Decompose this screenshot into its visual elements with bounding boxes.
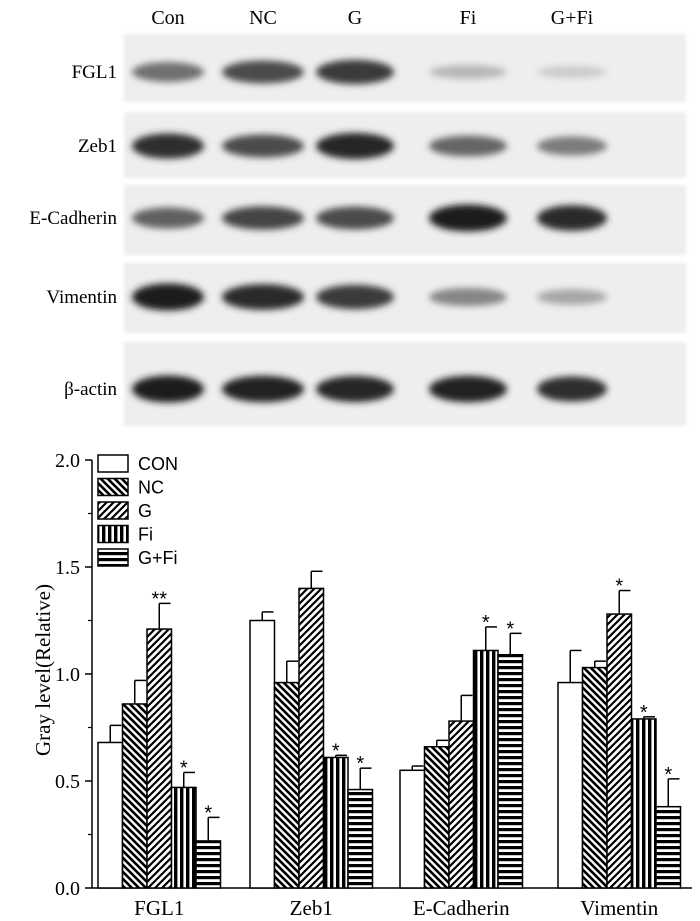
y-tick-label: 0.5 xyxy=(55,771,80,793)
band xyxy=(316,132,394,160)
y-axis-title: Gray level(Relative) xyxy=(31,584,55,756)
significance-mark: * xyxy=(506,618,514,640)
bar-Fi-0 xyxy=(170,786,197,889)
bar-Fi-2 xyxy=(472,649,499,889)
band xyxy=(132,62,204,82)
lane-label-0: Con xyxy=(151,7,184,29)
band xyxy=(222,375,304,403)
bar-G+Fi-2 xyxy=(497,653,524,889)
legend-swatch-NC xyxy=(97,477,129,497)
band xyxy=(316,284,394,310)
bar-CON-0 xyxy=(97,741,124,889)
bar-NC-0 xyxy=(121,703,148,889)
band xyxy=(537,205,607,231)
bar-NC-2 xyxy=(423,746,450,889)
category-label-2: E-Cadherin xyxy=(413,896,510,920)
significance-mark: * xyxy=(332,740,340,762)
category-label-1: Zeb1 xyxy=(290,896,333,920)
band xyxy=(316,59,394,85)
significance-mark: * xyxy=(180,757,188,779)
band xyxy=(429,375,507,403)
band xyxy=(316,206,394,230)
bar-G+Fi-0 xyxy=(195,840,222,889)
bar-Fi-3 xyxy=(630,718,657,889)
bar-NC-3 xyxy=(581,666,608,889)
bar-Fi-1 xyxy=(322,756,349,889)
band xyxy=(316,375,394,403)
significance-mark: * xyxy=(664,764,672,786)
bar-NC-1 xyxy=(273,681,300,889)
bar-chart: 0.0 0.5 1.0 1.5 2.0 FGL1 Zeb1 E-Cadherin Viment… xyxy=(31,450,692,920)
band xyxy=(132,283,204,311)
legend-swatch-Fi xyxy=(97,524,129,544)
blot-row-4: β-actin xyxy=(64,342,686,426)
lane-label-3: Fi xyxy=(460,7,477,29)
blot-row-1: Zeb1 xyxy=(78,112,686,178)
y-tick-label: 0.0 xyxy=(55,878,80,900)
category-label-3: Vimentin xyxy=(580,896,659,920)
band xyxy=(429,135,507,157)
bar-G-1 xyxy=(298,587,325,889)
lane-label-4: G+Fi xyxy=(551,7,594,29)
significance-mark: * xyxy=(356,753,364,775)
western-blot-panel: Con NC G Fi G+Fi FGL1 Zeb1 E-Cadherin Vimentin β… xyxy=(29,7,686,426)
band xyxy=(132,207,204,229)
legend-label-NC: NC xyxy=(138,478,164,498)
legend-swatch-G+Fi xyxy=(97,548,129,567)
lane-label-1: NC xyxy=(249,7,277,29)
bar-CON-2 xyxy=(399,769,426,889)
legend-label-CON: CON xyxy=(138,454,178,474)
band xyxy=(222,134,304,158)
band xyxy=(537,136,607,156)
bar-G+Fi-1 xyxy=(347,788,374,889)
blot-row-3: Vimentin xyxy=(46,263,686,333)
band xyxy=(429,204,507,232)
row-label: FGL1 xyxy=(72,62,117,83)
band xyxy=(429,65,507,79)
significance-mark: * xyxy=(615,576,623,598)
bar-G+Fi-3 xyxy=(655,805,682,889)
bar-CON-3 xyxy=(557,681,584,889)
band xyxy=(132,375,204,403)
bar-CON-1 xyxy=(249,619,276,889)
band xyxy=(537,65,607,79)
bar-G-0 xyxy=(146,628,173,889)
significance-mark: * xyxy=(482,612,490,634)
legend-label-Fi: Fi xyxy=(138,525,153,545)
legend-label-G+Fi: G+Fi xyxy=(138,548,178,568)
blot-strip xyxy=(124,34,686,102)
band xyxy=(222,206,304,230)
significance-mark: ** xyxy=(151,588,167,610)
band xyxy=(537,289,607,305)
band xyxy=(222,60,304,84)
category-label-0: FGL1 xyxy=(134,896,184,920)
legend: CON NC G Fi G+Fi xyxy=(97,454,178,568)
blot-row-0: FGL1 xyxy=(72,34,686,102)
y-tick-label: 1.5 xyxy=(55,557,80,579)
blot-row-2: E-Cadherin xyxy=(29,185,686,255)
legend-swatch-G xyxy=(97,501,129,520)
significance-mark: * xyxy=(640,702,648,724)
row-label: E-Cadherin xyxy=(29,208,117,229)
band xyxy=(132,133,204,159)
y-tick-label: 1.0 xyxy=(55,664,80,686)
y-tick-label: 2.0 xyxy=(55,450,80,472)
legend-swatch-CON xyxy=(97,454,129,473)
lane-label-2: G xyxy=(348,7,362,29)
legend-label-G: G xyxy=(138,501,152,521)
row-label: Vimentin xyxy=(46,287,117,308)
row-label: Zeb1 xyxy=(78,136,117,157)
significance-mark: * xyxy=(204,802,212,824)
bar-G-3 xyxy=(606,613,633,889)
band xyxy=(429,287,507,307)
band xyxy=(222,284,304,310)
band xyxy=(537,376,607,402)
row-label: β-actin xyxy=(64,379,117,400)
bar-G-2 xyxy=(448,720,475,889)
